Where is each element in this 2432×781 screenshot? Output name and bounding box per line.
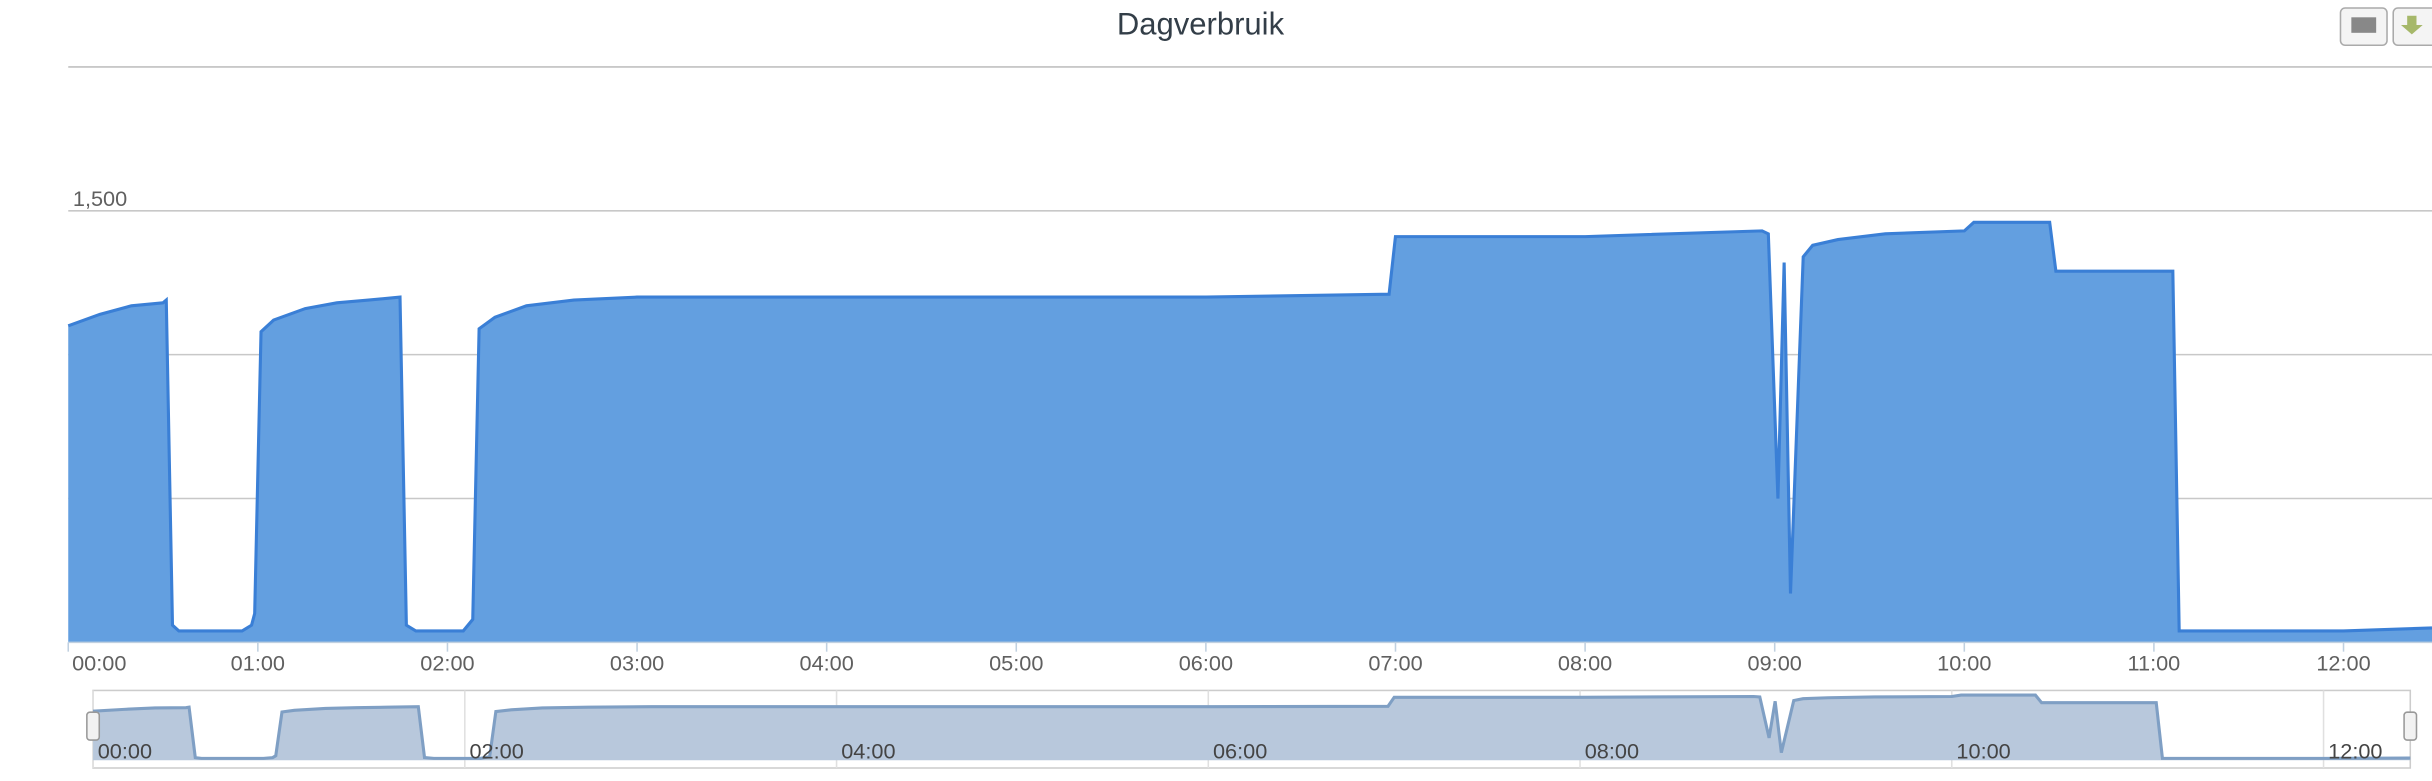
x-tick-label: 11:00 (2128, 650, 2181, 675)
x-tick-label: 01:00 (231, 650, 285, 675)
navigator-tick-label: 12:00 (2328, 739, 2382, 764)
x-tick-label: 10:00 (1937, 650, 1991, 675)
x-tick-label: 12:00 (2316, 650, 2370, 675)
main-line (67, 220, 2432, 633)
main-area (68, 222, 2432, 643)
print-button[interactable] (2339, 7, 2388, 47)
y-tick-label: 1,500 (73, 186, 127, 211)
x-tick-label: 05:00 (989, 650, 1043, 675)
navigator-tick-label: 06:00 (1213, 739, 1267, 764)
navigator-tick-label: 02:00 (469, 739, 523, 764)
x-tick-label: 03:00 (610, 650, 664, 675)
navigator-area (93, 695, 2411, 761)
x-tick-label: 07:00 (1368, 650, 1422, 675)
x-tick-label: 02:00 (420, 650, 474, 675)
navigator-line (92, 693, 2411, 760)
x-tick-label: 08:00 (1558, 650, 1612, 675)
export-button[interactable] (2392, 7, 2432, 46)
navigator-tick-label: 10:00 (1956, 739, 2010, 764)
x-tick-label: 04:00 (800, 650, 854, 675)
chart-title: Dagverbruik (1117, 6, 1285, 41)
navigator-tick-label: 08:00 (1585, 739, 1639, 764)
navigator-handle[interactable] (2403, 711, 2418, 741)
navigator-handle[interactable] (86, 711, 101, 741)
x-tick-label: 06:00 (1179, 650, 1233, 675)
x-tick-label: 09:00 (1748, 650, 1802, 675)
x-tick-label: 00:00 (72, 650, 126, 675)
navigator-tick-label: 04:00 (841, 739, 895, 764)
navigator-tick-label: 00:00 (98, 739, 152, 764)
